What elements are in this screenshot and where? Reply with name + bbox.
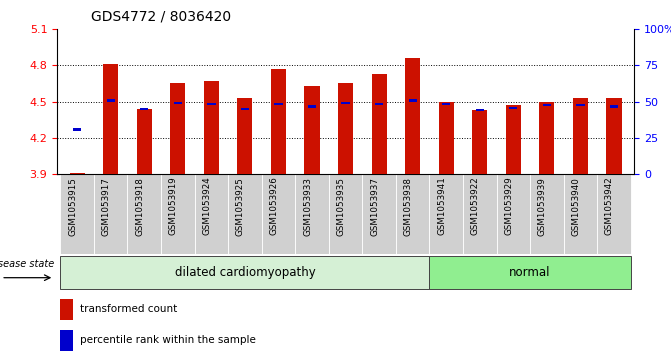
Bar bbox=[463, 174, 497, 254]
Bar bbox=[476, 109, 484, 111]
Text: GDS4772 / 8036420: GDS4772 / 8036420 bbox=[91, 9, 231, 23]
Text: GSM1053935: GSM1053935 bbox=[337, 177, 346, 236]
Text: dilated cardiomyopathy: dilated cardiomyopathy bbox=[174, 266, 315, 279]
Bar bbox=[94, 174, 127, 254]
Bar bbox=[610, 105, 618, 107]
Text: GSM1053919: GSM1053919 bbox=[169, 177, 178, 235]
Bar bbox=[308, 105, 316, 107]
Text: transformed count: transformed count bbox=[80, 304, 176, 314]
Text: GSM1053925: GSM1053925 bbox=[236, 177, 245, 236]
Text: GSM1053929: GSM1053929 bbox=[505, 177, 513, 235]
Bar bbox=[140, 108, 148, 110]
Bar bbox=[195, 174, 228, 254]
Bar bbox=[60, 330, 72, 351]
Bar bbox=[338, 83, 353, 174]
Text: GSM1053939: GSM1053939 bbox=[538, 177, 547, 236]
Bar bbox=[429, 174, 463, 254]
Text: GSM1053918: GSM1053918 bbox=[136, 177, 144, 236]
Bar bbox=[204, 81, 219, 174]
Bar bbox=[543, 104, 551, 106]
Bar bbox=[174, 102, 182, 104]
Text: normal: normal bbox=[509, 266, 551, 279]
Bar bbox=[262, 174, 295, 254]
Bar bbox=[439, 102, 454, 174]
Bar bbox=[342, 102, 350, 104]
Bar bbox=[107, 99, 115, 102]
Text: percentile rank within the sample: percentile rank within the sample bbox=[80, 335, 256, 345]
Bar bbox=[274, 103, 282, 105]
Text: GSM1053940: GSM1053940 bbox=[572, 177, 580, 236]
FancyBboxPatch shape bbox=[429, 256, 631, 289]
Bar bbox=[127, 174, 161, 254]
Bar bbox=[409, 99, 417, 102]
Bar bbox=[472, 110, 487, 174]
Text: disease state: disease state bbox=[0, 259, 54, 269]
Bar bbox=[60, 174, 94, 254]
Bar bbox=[530, 174, 564, 254]
Bar bbox=[573, 98, 588, 174]
Bar bbox=[405, 58, 420, 174]
Text: GSM1053922: GSM1053922 bbox=[471, 177, 480, 235]
Bar bbox=[509, 107, 517, 109]
Bar bbox=[228, 174, 262, 254]
Bar bbox=[137, 109, 152, 174]
Bar bbox=[73, 129, 81, 131]
Bar bbox=[241, 108, 249, 110]
Bar bbox=[497, 174, 530, 254]
Bar bbox=[442, 103, 450, 105]
Text: GSM1053933: GSM1053933 bbox=[303, 177, 312, 236]
Bar bbox=[60, 299, 72, 320]
Text: GSM1053915: GSM1053915 bbox=[68, 177, 77, 236]
Bar bbox=[170, 83, 185, 174]
Bar bbox=[305, 86, 319, 174]
Text: GSM1053917: GSM1053917 bbox=[102, 177, 111, 236]
Text: GSM1053942: GSM1053942 bbox=[605, 177, 614, 235]
Bar bbox=[329, 174, 362, 254]
Bar bbox=[103, 64, 118, 174]
Text: GSM1053924: GSM1053924 bbox=[203, 177, 211, 235]
Text: GSM1053941: GSM1053941 bbox=[437, 177, 446, 235]
Bar bbox=[70, 173, 85, 174]
FancyBboxPatch shape bbox=[60, 256, 429, 289]
Bar bbox=[597, 174, 631, 254]
Text: GSM1053937: GSM1053937 bbox=[370, 177, 379, 236]
Bar bbox=[375, 103, 383, 105]
Bar bbox=[372, 74, 386, 174]
Bar bbox=[271, 69, 286, 174]
Bar bbox=[295, 174, 329, 254]
Bar bbox=[207, 103, 215, 105]
Bar bbox=[564, 174, 597, 254]
Bar bbox=[506, 105, 521, 174]
Text: GSM1053938: GSM1053938 bbox=[404, 177, 413, 236]
Bar bbox=[362, 174, 396, 254]
Text: GSM1053926: GSM1053926 bbox=[270, 177, 278, 235]
Bar bbox=[539, 102, 554, 174]
Bar bbox=[238, 98, 252, 174]
Bar bbox=[607, 98, 621, 174]
Bar bbox=[576, 104, 584, 106]
Bar bbox=[396, 174, 429, 254]
Bar bbox=[161, 174, 195, 254]
